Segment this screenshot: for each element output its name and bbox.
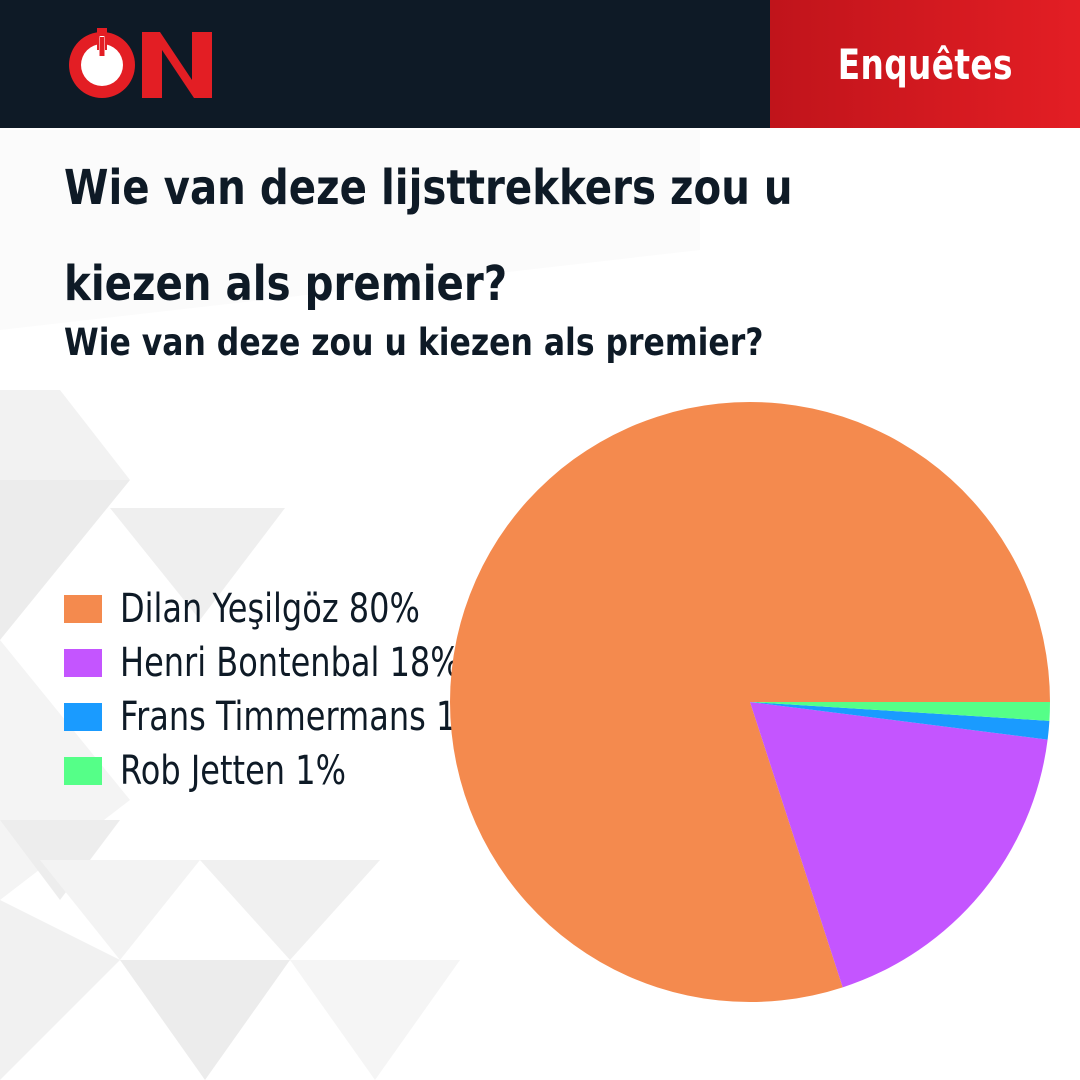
legend-label: Frans Timmermans 1%	[120, 694, 487, 740]
poll-title: Wie van deze lijsttrekkers zou u kiezen …	[64, 160, 793, 312]
poll-subtitle: Wie van deze zou u kiezen als premier?	[64, 321, 764, 364]
on-logo[interactable]	[62, 22, 224, 108]
legend-label: Rob Jetten 1%	[120, 748, 346, 794]
pie-slice-frans-timmermans	[750, 702, 1050, 740]
section-label: Enquêtes	[837, 39, 1013, 89]
top-bar: Enquêtes	[0, 0, 1080, 128]
legend-item: Rob Jetten 1%	[64, 744, 578, 798]
pie-slice-henri-bontenbal	[750, 702, 1048, 988]
legend-item: Frans Timmermans 1%	[64, 690, 578, 744]
legend-label: Dilan Yeşilgöz 80%	[120, 586, 420, 632]
legend-swatch	[64, 757, 102, 785]
legend-item: Dilan Yeşilgöz 80%	[64, 582, 578, 636]
legend-item: Henri Bontenbal 18%	[64, 636, 578, 690]
section-tab-enquetes[interactable]: Enquêtes	[770, 0, 1080, 128]
legend-swatch	[64, 703, 102, 731]
legend-label: Henri Bontenbal 18%	[120, 640, 461, 686]
legend-swatch	[64, 649, 102, 677]
legend-swatch	[64, 595, 102, 623]
pie-slice-rob-jetten	[750, 702, 1050, 721]
pie-chart	[450, 402, 1050, 1003]
chart-legend: Dilan Yeşilgöz 80% Henri Bontenbal 18% F…	[64, 582, 578, 798]
pie-slice-dilan-ye-ilg-z	[450, 402, 1050, 1003]
